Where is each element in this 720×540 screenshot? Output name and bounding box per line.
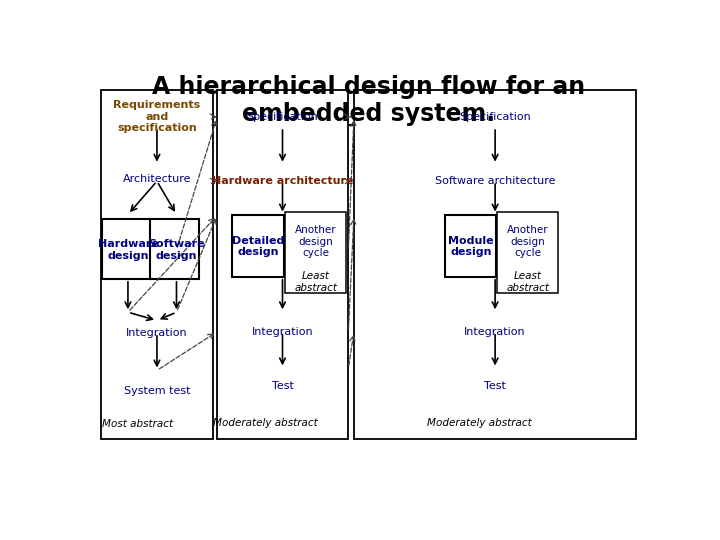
Text: Requirements
and
specification: Requirements and specification [113,100,201,133]
Text: System test: System test [124,386,190,396]
Bar [233,215,284,277]
Text: Software architecture: Software architecture [435,176,555,186]
Text: Integration: Integration [464,327,526,337]
Bar [150,219,199,279]
Text: Specification: Specification [247,112,318,122]
Text: Another
design
cycle: Another design cycle [295,225,337,258]
Text: Detailed
design: Detailed design [233,235,284,257]
Text: Test: Test [484,381,506,391]
Text: A hierarchical design flow for an: A hierarchical design flow for an [153,75,585,99]
Bar [102,219,151,279]
Text: Integration: Integration [252,327,313,337]
Text: Integration: Integration [126,328,188,338]
Text: Moderately abstract: Moderately abstract [427,418,532,428]
Text: Hardware
design: Hardware design [97,239,158,261]
Text: Test: Test [271,381,294,391]
Bar [354,90,636,439]
Text: Software
design: Software design [148,239,204,261]
Text: Moderately abstract: Moderately abstract [213,418,318,428]
Text: Another
design
cycle: Another design cycle [507,225,549,258]
Text: Least
abstract: Least abstract [507,271,549,293]
Text: embedded system.: embedded system. [243,102,495,126]
Bar [498,212,557,294]
Text: Most abstract: Most abstract [102,420,173,429]
Bar [101,90,213,439]
Bar [285,212,346,294]
Text: Hardware architecture: Hardware architecture [212,176,354,186]
Text: Architecture: Architecture [122,174,192,184]
Text: Specification: Specification [459,112,531,122]
Text: Least
abstract: Least abstract [294,271,338,293]
Bar [445,215,496,277]
Text: Module
design: Module design [449,235,494,257]
Bar [217,90,348,439]
